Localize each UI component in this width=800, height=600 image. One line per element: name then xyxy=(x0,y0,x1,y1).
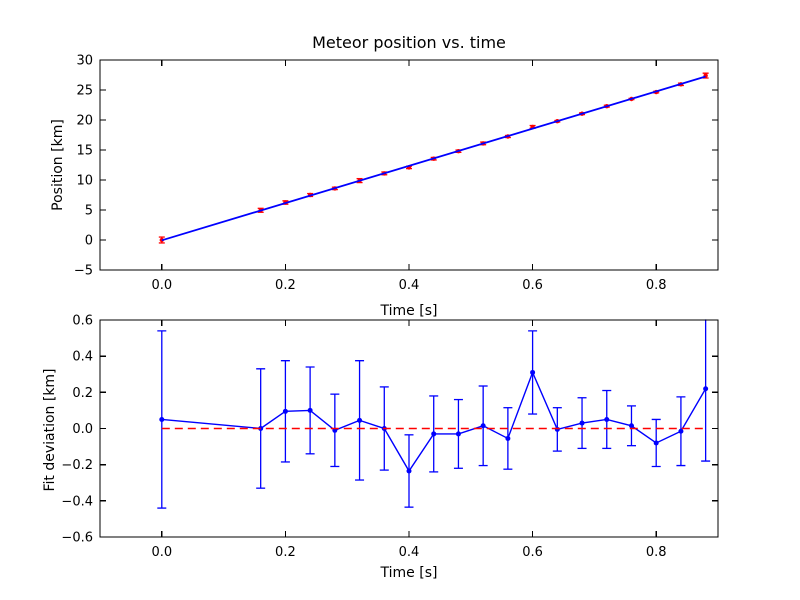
y-tick-label: 15 xyxy=(76,144,93,159)
x-tick-label: 0.4 xyxy=(399,545,420,560)
residuals-errorbars-line xyxy=(161,370,707,473)
x-tick-label: 0.0 xyxy=(151,545,172,560)
residuals-errorbars-marker xyxy=(703,386,709,392)
residuals-errorbars-marker xyxy=(579,420,585,426)
y-tick-label: −5 xyxy=(74,264,93,279)
x-tick-label: 0.2 xyxy=(275,278,296,293)
residuals-errorbars-marker xyxy=(307,407,313,413)
deviation-plot: 0.0 0.2 0.4 0.6 0.8 0.6 0.4 0.2 0.0 −0.2 −0.4 −0.6 xyxy=(61,314,719,560)
x-tick-label: 0.6 xyxy=(522,545,543,560)
x-tick-label: 0.6 xyxy=(522,278,543,293)
y-tick-label: 0 xyxy=(85,234,93,249)
axis-ticks xyxy=(100,319,718,538)
bottom-x-axis-label: Time [s] xyxy=(380,565,438,581)
residuals-errorbars-marker xyxy=(159,416,165,422)
y-tick-label: 0.0 xyxy=(72,422,93,437)
x-tick-label: 0.0 xyxy=(151,278,172,293)
position-plot: 0.0 0.2 0.4 0.6 0.8 30 25 20 15 10 5 0 −5 xyxy=(74,54,719,293)
y-tick-label: 5 xyxy=(85,204,93,219)
top-y-axis-label: Position [km] xyxy=(50,119,66,211)
y-tick-label: −0.6 xyxy=(61,531,93,546)
x-tick-label: 0.8 xyxy=(646,278,667,293)
residuals-errorbars-marker xyxy=(678,428,684,434)
residuals-errorbars-marker xyxy=(554,426,560,432)
residuals-errorbars-marker xyxy=(604,416,610,422)
y-tick-label: 20 xyxy=(76,114,93,129)
x-tick-label: 0.2 xyxy=(275,545,296,560)
plot-title: Meteor position vs. time xyxy=(312,33,506,52)
axis-ticks xyxy=(100,59,718,271)
y-tick-label: 0.2 xyxy=(72,386,93,401)
y-tick-label: −0.2 xyxy=(61,458,93,473)
residuals-errorbars-marker xyxy=(653,440,659,446)
residuals-errorbars-marker xyxy=(357,417,363,423)
y-tick-label: 25 xyxy=(76,84,93,99)
bottom-y-axis-label: Fit deviation [km] xyxy=(42,368,58,491)
residuals-errorbars-marker xyxy=(455,431,461,437)
residuals-errorbars-marker xyxy=(480,423,486,429)
residuals-errorbars-marker xyxy=(530,369,536,375)
residuals-errorbars-marker xyxy=(406,468,412,474)
residuals-errorbars xyxy=(157,319,711,509)
y-tick-label: 0.6 xyxy=(72,314,93,329)
y-tick-label: 10 xyxy=(76,174,93,189)
residuals-errorbars-marker xyxy=(282,408,288,414)
residuals-errorbars-marker xyxy=(431,431,437,437)
x-tick-label: 0.4 xyxy=(399,278,420,293)
y-tick-label: 30 xyxy=(76,54,93,69)
linear-fit-line xyxy=(161,75,706,242)
x-tick-label: 0.8 xyxy=(646,545,667,560)
residuals-errorbars-marker xyxy=(628,423,634,429)
y-tick-label: 0.4 xyxy=(72,350,93,365)
y-tick-label: −0.4 xyxy=(61,494,93,509)
top-x-axis-label: Time [s] xyxy=(380,303,438,319)
residuals-errorbars-marker xyxy=(505,435,511,441)
